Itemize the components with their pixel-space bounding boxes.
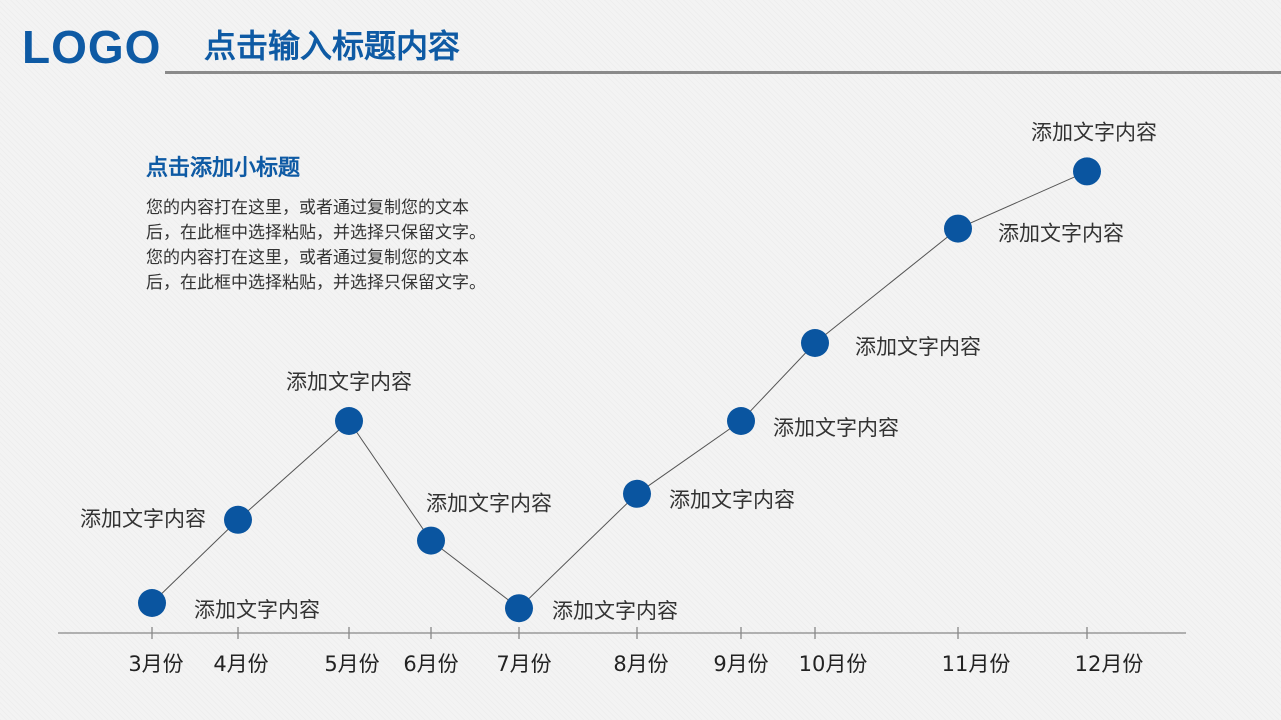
x-tick-label: 4月份 [213, 652, 268, 676]
data-point [1073, 157, 1101, 186]
data-point [623, 479, 651, 508]
data-label: 添加文字内容 [552, 599, 678, 623]
body-text-line: 您的内容打在这里，或者通过复制您的文本 [146, 198, 469, 218]
data-point [335, 407, 363, 435]
x-tick-label: 7月份 [496, 652, 551, 676]
title-underline [165, 71, 1281, 74]
x-tick-label: 12月份 [1075, 652, 1144, 676]
x-tick-label: 9月份 [713, 652, 768, 676]
data-point [727, 407, 755, 435]
body-text: 您的内容打在这里，或者通过复制您的文本 后，在此框中选择粘贴，并选择只保留文字。… [146, 196, 576, 296]
subtitle: 点击添加小标题 [146, 156, 301, 181]
data-label: 添加文字内容 [773, 416, 899, 440]
data-point [417, 526, 445, 555]
x-tick-label: 5月份 [324, 652, 379, 676]
data-label: 添加文字内容 [1031, 120, 1157, 144]
x-tick-label: 8月份 [613, 652, 668, 676]
data-label: 添加文字内容 [426, 492, 552, 516]
body-text-line: 后，在此框中选择粘贴，并选择只保留文字。 [146, 273, 486, 293]
data-label: 添加文字内容 [80, 507, 206, 531]
data-label: 添加文字内容 [286, 370, 412, 394]
x-tick-label: 11月份 [942, 652, 1011, 676]
data-point [801, 329, 829, 357]
data-label: 添加文字内容 [998, 222, 1124, 246]
series-line [151, 170, 1088, 609]
data-label: 添加文字内容 [669, 488, 795, 512]
body-text-line: 您的内容打在这里，或者通过复制您的文本 [146, 248, 469, 268]
page-title: 点击输入标题内容 [204, 27, 461, 65]
data-point [224, 505, 252, 534]
data-point [944, 214, 972, 243]
data-label: 添加文字内容 [855, 335, 981, 359]
logo: LOGO [22, 21, 162, 73]
body-text-line: 后，在此框中选择粘贴，并选择只保留文字。 [146, 223, 486, 243]
x-tick-label: 3月份 [128, 652, 183, 676]
x-tick-label: 10月份 [799, 652, 868, 676]
data-point [138, 589, 166, 617]
x-tick-label: 6月份 [403, 652, 458, 676]
data-point [505, 594, 533, 623]
data-label: 添加文字内容 [194, 598, 320, 622]
